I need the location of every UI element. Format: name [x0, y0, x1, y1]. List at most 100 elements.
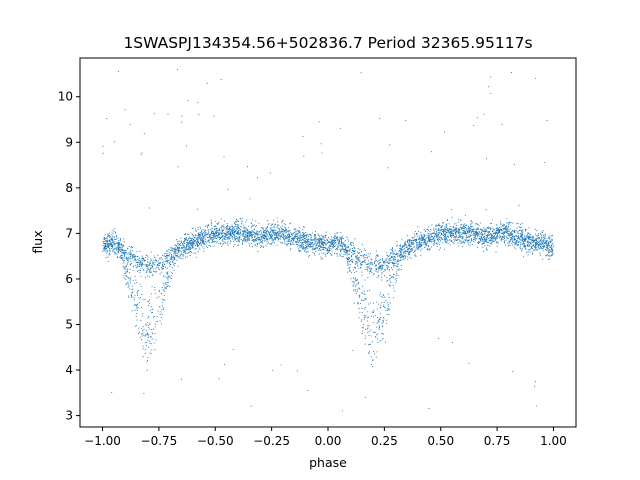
- data-point: [106, 250, 108, 252]
- data-point: [386, 254, 388, 256]
- data-point: [205, 235, 207, 237]
- data-point: [177, 251, 180, 253]
- data-point: [402, 256, 404, 258]
- data-point: [436, 236, 438, 238]
- data-point: [287, 235, 290, 238]
- data-point: [436, 245, 438, 247]
- data-point: [140, 262, 142, 264]
- data-point: [544, 242, 546, 244]
- data-point: [370, 335, 372, 337]
- data-point: [300, 244, 302, 246]
- data-point: [102, 244, 104, 247]
- data-point: [309, 233, 311, 236]
- data-point: [465, 235, 467, 237]
- data-point: [377, 320, 379, 322]
- data-point: [198, 236, 200, 238]
- data-point: [318, 244, 320, 246]
- data-point: [191, 227, 193, 229]
- data-point: [420, 254, 422, 256]
- data-point: [308, 244, 310, 247]
- data-point: [232, 230, 234, 232]
- data-point: [175, 247, 177, 249]
- data-point: [215, 232, 217, 234]
- data-point: [200, 232, 202, 234]
- data-point: [132, 256, 134, 258]
- data-point: [381, 276, 383, 278]
- data-point: [195, 248, 197, 250]
- data-point: [287, 230, 289, 232]
- data-point: [350, 259, 352, 261]
- data-point: [474, 233, 476, 235]
- data-point: [551, 242, 553, 244]
- data-point: [273, 219, 275, 221]
- data-point: [155, 259, 157, 262]
- data-point: [275, 235, 278, 237]
- data-point: [416, 243, 418, 245]
- data-point: [369, 263, 371, 265]
- data-point: [310, 234, 312, 236]
- data-point: [165, 250, 168, 252]
- data-point: [429, 231, 431, 233]
- data-point: [104, 239, 106, 241]
- data-point: [300, 239, 303, 241]
- data-point: [206, 82, 208, 84]
- data-point: [542, 244, 544, 246]
- data-point: [496, 227, 498, 229]
- data-point: [472, 232, 474, 234]
- data-point: [302, 135, 304, 138]
- data-point: [387, 293, 389, 295]
- data-point: [354, 285, 356, 287]
- data-point: [104, 250, 106, 252]
- data-point: [115, 248, 117, 250]
- data-point: [278, 232, 280, 234]
- data-point: [291, 238, 293, 241]
- data-point: [365, 306, 367, 309]
- data-point: [146, 275, 148, 277]
- data-point: [264, 230, 266, 232]
- data-point: [213, 245, 215, 247]
- data-point: [247, 233, 249, 235]
- data-point: [401, 259, 403, 261]
- data-point: [253, 231, 255, 233]
- data-point: [322, 244, 325, 246]
- data-point: [487, 242, 489, 244]
- data-point: [199, 248, 201, 250]
- data-point: [226, 223, 228, 225]
- data-point: [287, 234, 289, 236]
- data-point: [265, 245, 267, 247]
- data-point: [534, 228, 536, 230]
- data-point: [399, 257, 401, 259]
- data-point: [230, 231, 232, 233]
- data-point: [461, 242, 463, 244]
- data-point: [154, 315, 156, 317]
- data-point: [252, 239, 254, 241]
- data-point: [157, 265, 159, 267]
- data-point: [389, 275, 391, 277]
- data-point: [138, 331, 141, 333]
- data-point: [162, 275, 164, 277]
- data-point: [388, 270, 390, 272]
- data-point: [322, 246, 324, 248]
- data-point: [352, 242, 354, 244]
- data-point: [108, 244, 111, 246]
- data-point: [439, 241, 441, 243]
- data-point: [433, 227, 435, 229]
- data-point: [221, 235, 224, 237]
- data-point: [114, 231, 117, 233]
- data-point: [269, 232, 271, 234]
- data-point: [382, 320, 384, 322]
- data-point: [452, 229, 454, 231]
- data-point: [467, 242, 469, 244]
- data-point: [267, 238, 269, 240]
- data-point: [333, 245, 335, 248]
- data-point: [128, 260, 130, 262]
- data-point: [303, 227, 305, 229]
- data-point: [360, 251, 363, 253]
- data-point: [528, 243, 530, 245]
- data-point: [102, 250, 104, 252]
- data-point: [523, 238, 526, 240]
- data-point: [360, 255, 362, 257]
- data-point: [146, 369, 148, 371]
- data-point: [454, 240, 456, 242]
- data-point: [186, 243, 188, 245]
